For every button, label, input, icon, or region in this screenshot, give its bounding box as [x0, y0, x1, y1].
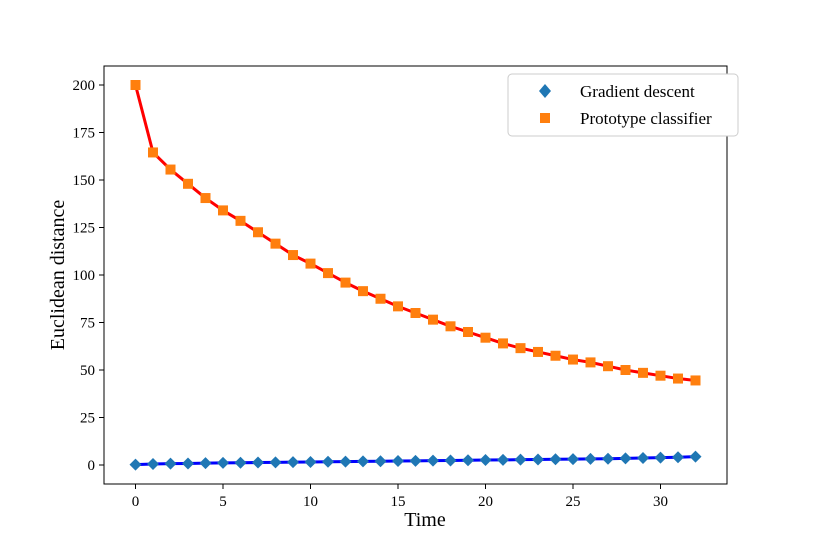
- data-point-gradient-descent: [164, 457, 177, 470]
- data-point-gradient-descent: [409, 454, 422, 467]
- y-axis-label: Euclidean distance: [47, 200, 69, 351]
- data-point-prototype-classifier: [305, 258, 316, 269]
- data-point-prototype-classifier: [165, 164, 176, 175]
- data-point-gradient-descent: [654, 451, 667, 464]
- legend-marker-prototype-classifier: [540, 113, 550, 123]
- data-point-gradient-descent: [444, 454, 457, 467]
- data-point-prototype-classifier: [410, 308, 421, 318]
- y-tick-label: 125: [73, 221, 96, 237]
- legend-label-gradient-descent: Gradient descent: [580, 82, 695, 101]
- x-tick-label: 30: [653, 494, 668, 510]
- data-point-prototype-classifier: [288, 250, 298, 261]
- y-tick-label: 150: [73, 173, 96, 189]
- data-point-gradient-descent: [217, 456, 229, 469]
- data-point-gradient-descent: [427, 454, 439, 467]
- data-point-gradient-descent: [322, 455, 334, 468]
- data-point-prototype-classifier: [463, 327, 473, 337]
- data-point-gradient-descent: [287, 456, 299, 469]
- data-point-prototype-classifier: [445, 321, 456, 332]
- y-axis-ticks: 0 25 50 75 100 125 150 175 200: [73, 78, 104, 474]
- y-tick-label: 100: [73, 268, 96, 284]
- x-tick-label: 5: [219, 494, 227, 510]
- data-point-gradient-descent: [462, 454, 474, 467]
- data-point-gradient-descent: [549, 453, 562, 466]
- data-point-gradient-descent: [514, 453, 527, 466]
- data-point-prototype-classifier: [533, 346, 543, 357]
- y-tick-label: 0: [88, 458, 96, 474]
- data-point-prototype-classifier: [393, 301, 403, 312]
- legend-label-prototype-classifier: Prototype classifier: [580, 109, 712, 128]
- data-point-prototype-classifier: [568, 354, 578, 365]
- data-point-prototype-classifier: [130, 80, 141, 90]
- data-point-gradient-descent: [357, 455, 369, 468]
- data-point-prototype-classifier: [585, 357, 596, 368]
- data-point-prototype-classifier: [655, 370, 666, 381]
- data-point-gradient-descent: [689, 450, 702, 463]
- data-point-prototype-classifier: [620, 365, 631, 375]
- data-point-gradient-descent: [182, 457, 194, 470]
- data-point-prototype-classifier: [603, 361, 613, 372]
- data-point-gradient-descent: [304, 455, 317, 468]
- data-point-prototype-classifier: [428, 314, 438, 325]
- data-point-gradient-descent: [252, 456, 264, 469]
- data-point-gradient-descent: [584, 452, 597, 465]
- data-point-prototype-classifier: [690, 375, 701, 386]
- x-tick-label: 15: [391, 494, 406, 510]
- legend: Gradient descent Prototype classifier: [507, 73, 739, 137]
- data-point-gradient-descent: [602, 452, 614, 465]
- data-point-gradient-descent: [129, 458, 142, 471]
- x-tick-label: 20: [478, 494, 493, 510]
- data-point-prototype-classifier: [253, 227, 263, 238]
- data-point-prototype-classifier: [638, 367, 648, 378]
- data-point-gradient-descent: [497, 453, 509, 466]
- y-tick-label: 25: [80, 411, 95, 427]
- y-tick-label: 175: [73, 126, 96, 142]
- data-point-prototype-classifier: [235, 215, 246, 226]
- data-point-gradient-descent: [532, 453, 544, 466]
- x-tick-label: 0: [132, 494, 140, 510]
- data-point-gradient-descent: [479, 454, 492, 467]
- data-point-gradient-descent: [147, 458, 159, 471]
- data-point-prototype-classifier: [515, 343, 526, 354]
- data-point-gradient-descent: [567, 453, 579, 466]
- data-point-prototype-classifier: [358, 286, 368, 297]
- data-point-gradient-descent: [234, 456, 247, 469]
- data-point-prototype-classifier: [200, 193, 211, 204]
- data-point-gradient-descent: [619, 452, 632, 465]
- data-point-gradient-descent: [339, 455, 352, 468]
- data-point-prototype-classifier: [148, 147, 158, 158]
- data-point-prototype-classifier: [270, 238, 281, 249]
- y-tick-label: 75: [80, 316, 95, 332]
- data-point-prototype-classifier: [375, 293, 386, 304]
- legend-box: [507, 73, 739, 137]
- data-point-prototype-classifier: [550, 350, 561, 361]
- x-tick-label: 25: [566, 494, 581, 510]
- data-point-gradient-descent: [374, 455, 387, 468]
- data-point-gradient-descent: [269, 456, 282, 469]
- y-tick-label: 50: [80, 363, 95, 379]
- series-layer: [129, 80, 702, 471]
- data-point-prototype-classifier: [673, 373, 683, 384]
- data-point-prototype-classifier: [498, 338, 508, 349]
- data-point-gradient-descent: [392, 455, 404, 468]
- data-point-prototype-classifier: [218, 205, 228, 216]
- y-tick-label: 200: [73, 78, 96, 94]
- data-point-gradient-descent: [672, 451, 684, 464]
- data-point-prototype-classifier: [323, 268, 333, 279]
- x-axis-ticks: 0 5 10 15 20 25 30: [132, 484, 668, 510]
- data-point-gradient-descent: [637, 451, 649, 464]
- data-point-prototype-classifier: [183, 178, 193, 189]
- data-point-prototype-classifier: [480, 332, 491, 343]
- legend-marker-gradient-descent: [539, 84, 551, 98]
- data-point-prototype-classifier: [340, 277, 351, 288]
- data-point-gradient-descent: [199, 457, 212, 470]
- x-axis-label: Time: [404, 509, 446, 531]
- x-tick-label: 10: [303, 494, 318, 510]
